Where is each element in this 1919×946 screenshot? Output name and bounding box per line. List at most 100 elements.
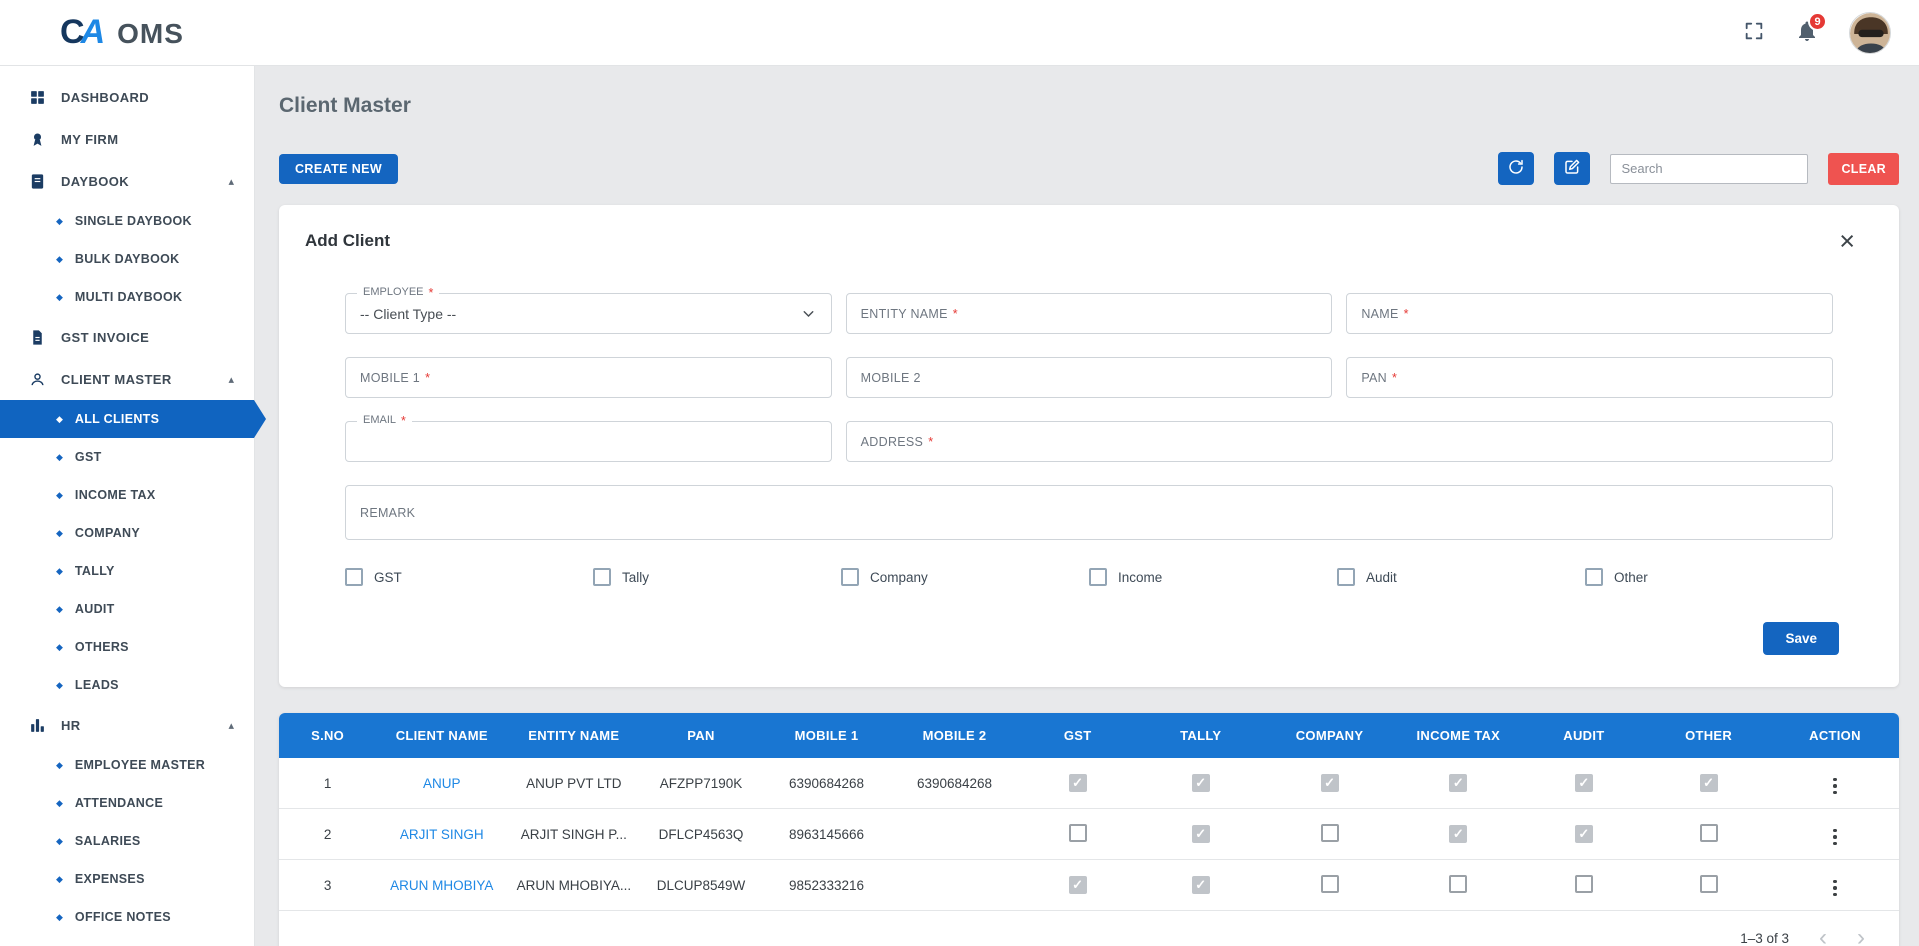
sidebar-item-label: MULTI DAYBOOK (74, 290, 183, 304)
clients-table: S.NO CLIENT NAME ENTITY NAME PAN MOBILE … (279, 713, 1899, 911)
main-content: Client Master CREATE NEW CLEAR Add Clien… (255, 66, 1919, 946)
other-checkbox[interactable] (1585, 568, 1603, 586)
income-checkbox-option[interactable]: Income (1089, 568, 1337, 586)
save-button[interactable]: Save (1763, 622, 1839, 655)
sidebar-item-attendance[interactable]: ◆ ATTENDANCE (0, 784, 254, 822)
mobile1-field[interactable]: MOBILE 1 * (345, 357, 832, 398)
row-actions-menu-icon[interactable] (1825, 826, 1845, 849)
mobile2-field[interactable]: MOBILE 2 (845, 357, 1333, 398)
bar-chart-icon (28, 716, 46, 734)
income-checkbox[interactable] (1089, 568, 1107, 586)
clear-button[interactable]: CLEAR (1828, 152, 1899, 185)
company-status-checkbox (1320, 874, 1339, 893)
sidebar-item-label: GST (74, 450, 102, 464)
sidebar-item-hr[interactable]: HR ▴ (0, 704, 254, 746)
diamond-bullet-icon: ◆ (56, 451, 63, 462)
sidebar-item-single-daybook[interactable]: ◆ SINGLE DAYBOOK (0, 202, 254, 240)
sidebar-item-office-notes[interactable]: ◆ OFFICE NOTES (0, 898, 254, 936)
mobile2-label: MOBILE 2 (860, 370, 921, 385)
sidebar-item-company[interactable]: ◆ COMPANY (0, 514, 254, 552)
sidebar-item-daybook[interactable]: DAYBOOK ▴ (0, 160, 254, 202)
mobile1-cell: 9852333216 (761, 859, 892, 911)
company-checkbox-option[interactable]: Company (841, 568, 1089, 586)
client-name-link[interactable]: ANUP (423, 775, 461, 791)
other-status-checkbox (1699, 774, 1718, 792)
row-actions-menu-icon[interactable] (1825, 877, 1845, 900)
column-header: ENTITY NAME (507, 713, 641, 758)
sidebar-item-my-firm[interactable]: MY FIRM (0, 118, 254, 160)
sidebar-item-label: AUDIT (74, 602, 115, 616)
column-header: CLIENT NAME (376, 713, 508, 758)
fullscreen-button[interactable] (1743, 20, 1765, 45)
gst-checkbox-option[interactable]: GST (345, 568, 593, 586)
email-field[interactable]: EMAIL * (345, 414, 832, 462)
sidebar-item-label: DASHBOARD (61, 89, 150, 105)
name-field[interactable]: NAME * (1346, 293, 1833, 334)
entity-name-cell: ANUP PVT LTD (507, 758, 641, 809)
pan-cell: DFLCP4563Q (640, 808, 762, 860)
table-header-row: S.NO CLIENT NAME ENTITY NAME PAN MOBILE … (279, 713, 1899, 758)
sidebar-item-multi-daybook[interactable]: ◆ MULTI DAYBOOK (0, 278, 254, 316)
refresh-button[interactable] (1498, 152, 1535, 185)
next-page-icon[interactable]: › (1857, 926, 1865, 946)
column-header: AUDIT (1521, 713, 1647, 758)
pan-cell: AFZPP7190K (640, 758, 762, 809)
gst-status-checkbox (1068, 876, 1087, 894)
client-name-link[interactable]: ARUN MHOBIYA (390, 877, 494, 893)
mobile1-cell: 8963145666 (761, 808, 892, 860)
sidebar-item-gst-invoice[interactable]: GST INVOICE (0, 316, 254, 358)
diamond-bullet-icon: ◆ (56, 797, 63, 808)
gst-checkbox[interactable] (345, 568, 363, 586)
sidebar-item-income-tax[interactable]: ◆ INCOME TAX (0, 476, 254, 514)
other-checkbox-option[interactable]: Other (1585, 568, 1833, 586)
create-new-button[interactable]: CREATE NEW (279, 153, 399, 184)
tally-checkbox-option[interactable]: Tally (593, 568, 841, 586)
edit-square-icon (1563, 158, 1581, 179)
audit-status-checkbox (1574, 874, 1593, 893)
sidebar-item-audit[interactable]: ◆ AUDIT (0, 590, 254, 628)
client-name-link[interactable]: ARJIT SINGH (399, 826, 484, 842)
mobile2-cell: 6390684268 (891, 758, 1018, 809)
column-header: INCOME TAX (1395, 713, 1522, 758)
clients-table-card: S.NO CLIENT NAME ENTITY NAME PAN MOBILE … (279, 713, 1899, 946)
dashboard-icon (28, 88, 46, 106)
fullscreen-icon (1743, 20, 1765, 45)
company-status-checkbox (1320, 774, 1339, 792)
sidebar-item-all-clients[interactable]: ◆ ALL CLIENTS (0, 400, 254, 438)
tally-checkbox[interactable] (593, 568, 611, 586)
name-label: NAME (1361, 306, 1399, 321)
column-header: OTHER (1646, 713, 1771, 758)
sidebar-item-employee-master[interactable]: ◆ EMPLOYEE MASTER (0, 746, 254, 784)
sidebar-item-bulk-daybook[interactable]: ◆ BULK DAYBOOK (0, 240, 254, 278)
tally-status-checkbox (1191, 876, 1210, 894)
sidebar-item-others[interactable]: ◆ OTHERS (0, 628, 254, 666)
close-icon[interactable]: × (1839, 226, 1855, 256)
company-checkbox[interactable] (841, 568, 859, 586)
column-header: ACTION (1770, 713, 1899, 758)
remark-field[interactable]: REMARK (345, 485, 1833, 540)
sidebar-item-dashboard[interactable]: DASHBOARD (0, 76, 254, 118)
sidebar-item-client-master[interactable]: CLIENT MASTER ▴ (0, 358, 254, 400)
sidebar-item-gst[interactable]: ◆ GST (0, 438, 254, 476)
user-avatar[interactable] (1849, 11, 1891, 54)
row-actions-menu-icon[interactable] (1825, 775, 1845, 798)
entity-name-field[interactable]: ENTITY NAME * (845, 293, 1333, 334)
audit-checkbox[interactable] (1337, 568, 1355, 586)
diamond-bullet-icon: ◆ (56, 603, 63, 614)
audit-checkbox-option[interactable]: Audit (1337, 568, 1585, 586)
export-button[interactable] (1554, 152, 1591, 185)
sidebar-item-salaries[interactable]: ◆ SALARIES (0, 822, 254, 860)
previous-page-icon[interactable]: ‹ (1819, 926, 1827, 946)
address-label: ADDRESS (860, 434, 924, 449)
notifications-button[interactable]: 9 (1795, 12, 1827, 46)
pan-field[interactable]: PAN * (1346, 357, 1833, 398)
diamond-bullet-icon: ◆ (56, 527, 63, 538)
sidebar-item-leads[interactable]: ◆ LEADS (0, 666, 254, 704)
sidebar-item-tally[interactable]: ◆ TALLY (0, 552, 254, 590)
sidebar-item-label: OTHERS (74, 640, 129, 654)
sidebar-item-expenses[interactable]: ◆ EXPENSES (0, 860, 254, 898)
entity-name-label: ENTITY NAME (860, 306, 948, 321)
employee-select[interactable]: EMPLOYEE * -- Client Type -- (345, 286, 832, 334)
search-input[interactable] (1610, 153, 1809, 184)
address-field[interactable]: ADDRESS * (845, 421, 1833, 462)
